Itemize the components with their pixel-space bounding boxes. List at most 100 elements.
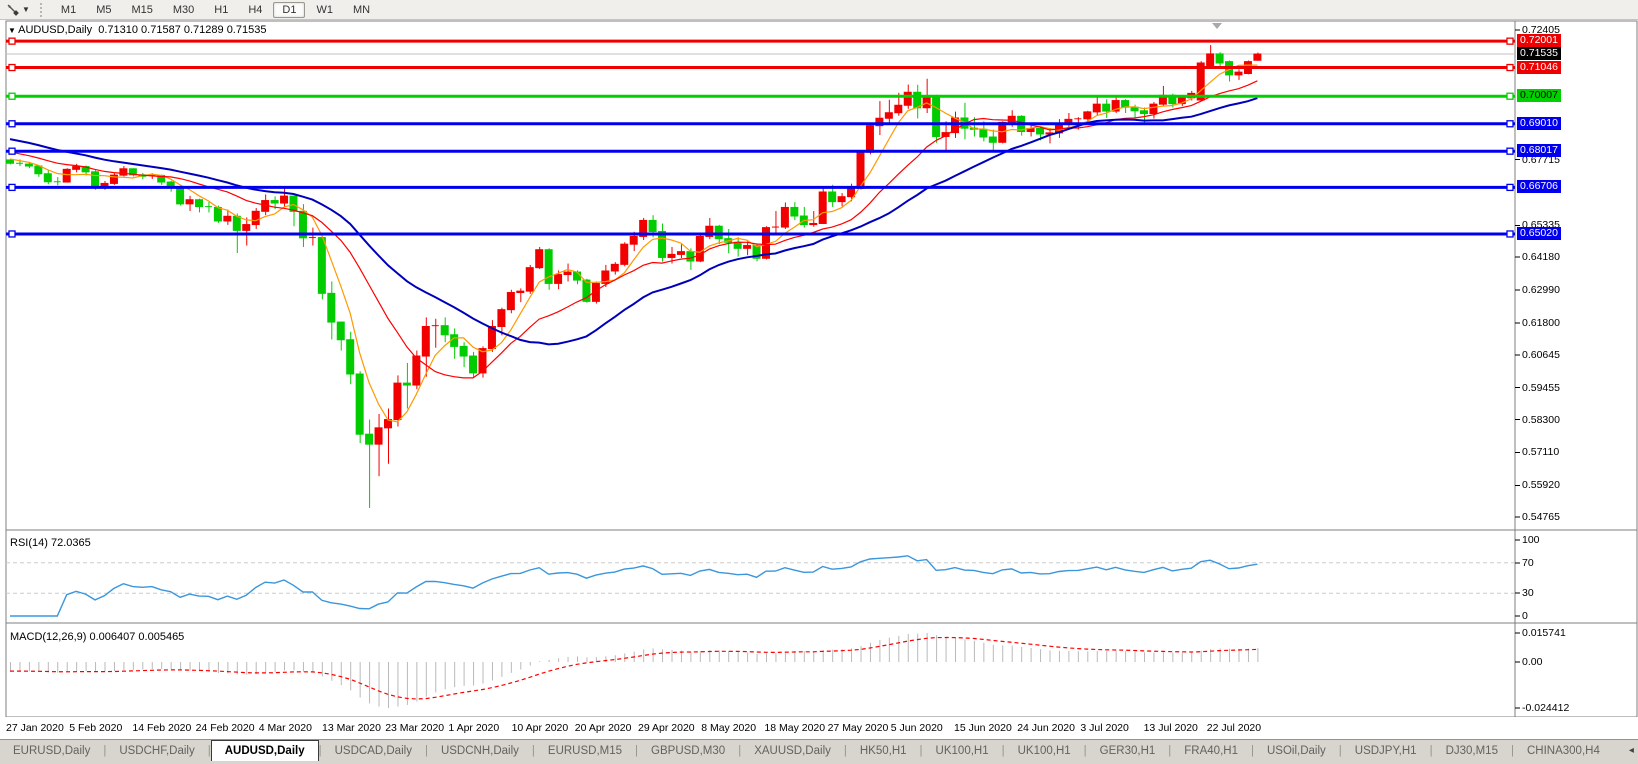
candle-body <box>459 345 468 357</box>
candle-body <box>402 382 411 386</box>
chart-shift-marker-icon[interactable] <box>1212 23 1222 29</box>
period-button-H4[interactable]: H4 <box>248 3 263 16</box>
chevron-down-icon: ▼ <box>22 5 30 14</box>
tab-USDCAD-Daily[interactable]: USDCAD,Daily <box>334 744 412 757</box>
main-chart-panel[interactable] <box>5 20 1638 531</box>
period-button-M1[interactable]: M1 <box>60 3 77 16</box>
hline-handle[interactable] <box>1506 37 1514 45</box>
tab-GBPUSD-M30[interactable]: GBPUSD,M30 <box>651 744 726 757</box>
tab-EURUSD-M15[interactable]: EURUSD,M15 <box>547 744 623 757</box>
hline-handle[interactable] <box>1506 183 1514 192</box>
candle-body <box>790 206 799 217</box>
tab-UK100-H1[interactable]: UK100,H1 <box>1017 744 1071 757</box>
candle-body <box>1215 53 1224 64</box>
tab-HK50-H1[interactable]: HK50,H1 <box>859 744 907 757</box>
moving-average-mid <box>9 80 1258 379</box>
candle-body <box>289 195 298 212</box>
hline-handle[interactable] <box>8 230 16 238</box>
price-badge-0.68017: 0.68017 <box>1517 144 1561 158</box>
tab-DJ30-M15[interactable]: DJ30,M15 <box>1445 744 1498 757</box>
candle-body <box>1102 103 1111 112</box>
tab-EURUSD-Daily[interactable]: EURUSD,Daily <box>13 744 91 757</box>
rsi-indicator-label: RSI(14) 72.0365 <box>10 537 91 549</box>
hline-handle[interactable] <box>8 147 16 155</box>
price-badge-0.70007: 0.70007 <box>1517 89 1561 103</box>
candle-body <box>251 210 260 226</box>
macd-tick-label: 0.00 <box>1522 656 1543 668</box>
candle-body <box>440 325 449 336</box>
candle-body <box>6 159 14 164</box>
date-label: 29 Apr 2020 <box>638 722 695 734</box>
tab-USDJPY-H1[interactable]: USDJPY,H1 <box>1354 744 1417 757</box>
hline-handle[interactable] <box>8 63 16 72</box>
tab-USDCHF-Daily[interactable]: USDCHF,Daily <box>119 744 195 757</box>
candle-body <box>1007 115 1016 123</box>
candle-body <box>733 241 742 249</box>
rsi-panel[interactable] <box>5 529 1638 624</box>
period-button-W1[interactable]: W1 <box>316 3 333 16</box>
candle-body <box>525 267 534 292</box>
candle-body <box>648 219 657 232</box>
tab-UK100-H1[interactable]: UK100,H1 <box>935 744 989 757</box>
period-button-MN[interactable]: MN <box>352 3 371 16</box>
hline-handle[interactable] <box>1506 92 1514 100</box>
tab-scroll-left-icon[interactable]: ◂ <box>1628 745 1634 756</box>
date-label: 24 Jun 2020 <box>1017 722 1075 734</box>
candle-body <box>1206 53 1215 68</box>
hline-handle[interactable] <box>1506 120 1514 128</box>
cursor-indicator-icon[interactable]: ▼ <box>0 0 36 19</box>
hline-handle[interactable] <box>8 183 16 192</box>
price-tick-label: 0.58300 <box>1522 413 1560 426</box>
tab-USOil-Daily[interactable]: USOil,Daily <box>1266 744 1326 757</box>
tab-CHINA300-H4[interactable]: CHINA300,H4 <box>1526 744 1600 757</box>
period-button-M30[interactable]: M30 <box>172 3 195 16</box>
tab-GER30-H1[interactable]: GER30,H1 <box>1099 744 1156 757</box>
chart-symbol-period: AUDUSD,Daily <box>18 24 93 36</box>
toolbar-grip[interactable] <box>39 2 47 17</box>
tab-separator: | <box>1168 744 1172 757</box>
date-label: 23 Mar 2020 <box>385 722 445 734</box>
date-label: 8 May 2020 <box>701 722 757 734</box>
chevron-down-icon[interactable]: ▼ <box>8 26 19 35</box>
hline-handle[interactable] <box>1506 147 1514 155</box>
tab-USDCNH-Daily[interactable]: USDCNH,Daily <box>440 744 519 757</box>
moving-average-fast <box>9 64 1258 423</box>
macd-indicator-label: MACD(12,26,9) 0.006407 0.005465 <box>10 631 185 643</box>
candle-body <box>884 112 893 119</box>
hline-handle[interactable] <box>8 37 16 45</box>
tab-AUDUSD-Daily[interactable]: AUDUSD,Daily <box>210 740 319 761</box>
price-badge-0.66706: 0.66706 <box>1517 180 1561 194</box>
period-button-H1[interactable]: H1 <box>214 3 229 16</box>
candle-body <box>469 355 478 374</box>
hline-handle[interactable] <box>1506 230 1514 238</box>
candle-body <box>979 128 988 138</box>
tab-separator: | <box>103 744 107 757</box>
candle-body <box>695 235 704 262</box>
price-badge-0.72001: 0.72001 <box>1517 34 1561 48</box>
hline-handle[interactable] <box>8 92 16 100</box>
candle-body <box>818 191 827 224</box>
date-axis[interactable]: 27 Jan 2020 5 Feb 2020 14 Feb 2020 24 Feb 2… <box>0 717 1638 739</box>
macd-panel[interactable] <box>5 622 1638 718</box>
hline-handle[interactable] <box>1506 63 1514 72</box>
hline-handle[interactable] <box>8 120 16 128</box>
candle-body <box>195 199 203 208</box>
period-button-M5[interactable]: M5 <box>96 3 112 16</box>
date-label: 5 Feb 2020 <box>69 722 123 734</box>
candle-body <box>554 274 563 284</box>
candle-body <box>809 222 818 226</box>
period-button-M15[interactable]: M15 <box>131 3 153 16</box>
period-button-D1[interactable]: D1 <box>273 1 306 18</box>
tab-FRA40-H1[interactable]: FRA40,H1 <box>1184 744 1238 757</box>
tab-XAUUSD-Daily[interactable]: XAUUSD,Daily <box>754 744 831 757</box>
macd-tick-label: -0.024412 <box>1522 702 1570 714</box>
candle-body <box>1196 62 1205 101</box>
candle-body <box>72 166 81 170</box>
candle-body <box>676 251 685 255</box>
candle-body <box>865 125 874 153</box>
candle-body <box>24 163 33 167</box>
rsi-tick-label: 100 <box>1522 534 1540 546</box>
candle-body <box>506 292 515 311</box>
candle-body <box>119 168 128 176</box>
